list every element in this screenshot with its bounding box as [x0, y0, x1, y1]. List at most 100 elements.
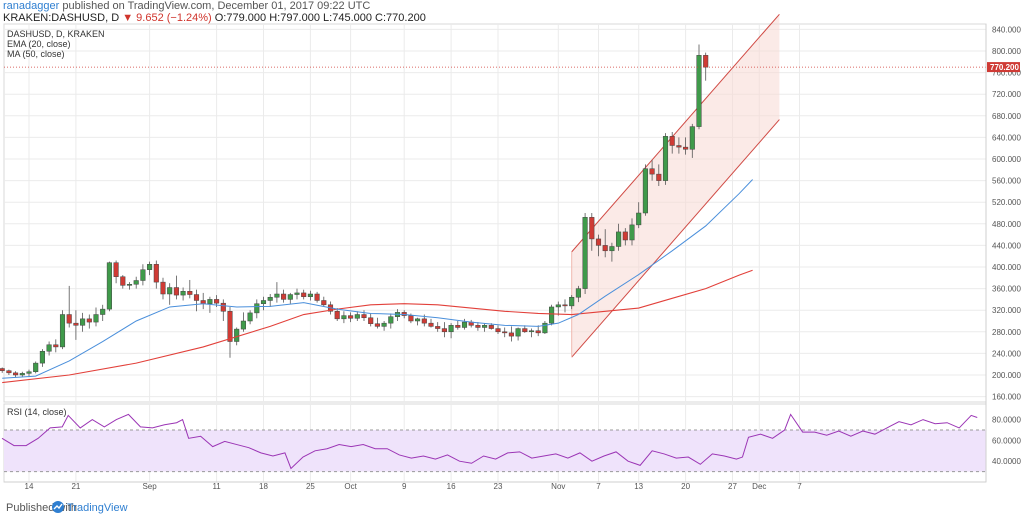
candle-body: [461, 321, 468, 328]
y-tick-label: 600.000: [992, 155, 1021, 164]
candle-body: [575, 288, 581, 298]
candle-body: [220, 302, 226, 312]
close-label: C:: [375, 12, 387, 24]
ma-50-line: [2, 269, 753, 384]
candle-body: [133, 280, 139, 285]
candle-body: [167, 287, 173, 295]
main-legend-ema: EMA (20, close): [7, 39, 71, 49]
candle-body: [187, 291, 193, 295]
candle-body: [428, 322, 434, 327]
y-tick-label: 560.000: [992, 177, 1021, 186]
price-change: 9.652 (−1.24%): [136, 12, 212, 24]
x-tick-label: 27: [728, 482, 737, 491]
candle-body: [0, 368, 5, 371]
candle-body: [662, 136, 669, 181]
candle-body: [361, 314, 367, 319]
candle-body: [46, 344, 52, 352]
candle-body: [173, 287, 179, 296]
open-value: 779.000: [226, 12, 267, 24]
candle-body: [294, 292, 300, 295]
symbol-label: KRAKEN:DASHUSD, D: [3, 12, 120, 24]
candle-body: [240, 320, 246, 330]
candle-body: [562, 304, 568, 307]
channel-lower-line: [571, 119, 780, 358]
candle-body: [106, 262, 112, 310]
rsi-y-tick-label: 60.0000: [992, 436, 1021, 445]
candle-body: [39, 350, 45, 364]
high-label: H:: [269, 12, 281, 24]
publish-info: ranadagger published on TradingView.com,…: [3, 0, 370, 12]
candle-body: [307, 293, 313, 297]
x-tick-label: Oct: [344, 482, 357, 491]
candle-body: [421, 318, 427, 324]
candle-body: [140, 269, 146, 281]
candle-body: [542, 322, 548, 334]
candle-body: [301, 292, 307, 297]
candle-body: [669, 136, 675, 146]
candle-body: [649, 168, 655, 175]
x-tick-label: 14: [25, 482, 34, 491]
candle-body: [260, 300, 267, 304]
candle-body: [435, 326, 441, 329]
legends: DASHUSD, D, KRAKEN EMA (20, close) MA (5…: [7, 29, 105, 417]
candle-body: [488, 325, 494, 329]
candle-body: [207, 299, 213, 304]
candle-body: [120, 276, 126, 286]
candle-body: [589, 217, 595, 240]
close-value: 770.200: [386, 12, 426, 24]
candle-body: [153, 264, 159, 283]
candle-body: [287, 294, 293, 300]
candle-body: [595, 238, 602, 246]
candle-body: [214, 299, 220, 304]
author-link[interactable]: ranadagger: [3, 0, 60, 12]
y-tick-label: 520.000: [992, 198, 1021, 207]
high-value: 797.000: [280, 12, 320, 24]
candle-body: [341, 315, 347, 320]
x-tick-label: 13: [634, 482, 643, 491]
rsi-line: [1, 413, 978, 470]
candle-body: [80, 318, 86, 326]
y-tick-label: 840.000: [992, 25, 1021, 34]
candle-body: [234, 328, 240, 342]
ohlc-readout: KRAKEN:DASHUSD, D ▼ 9.652 (−1.24%) O:779…: [3, 12, 426, 24]
candle-body: [113, 262, 119, 277]
candle-body: [267, 296, 273, 301]
tradingview-logo-icon: [52, 501, 64, 513]
y-tick-label: 760.000: [992, 69, 1021, 78]
open-label: O:: [214, 12, 227, 24]
x-tick-label: 9: [402, 482, 407, 491]
y-tick-label: 200.000: [992, 371, 1021, 380]
price-chart[interactable]: 160.000 200.000 240.000 280.000 320.000 360.0…: [0, 0, 1024, 498]
candle-body: [448, 325, 454, 333]
candle-body: [415, 318, 421, 322]
y-tick-label: 280.000: [992, 328, 1021, 337]
moving-averages: [2, 66, 986, 384]
candle-body: [274, 293, 280, 298]
x-tick-label: Sep: [142, 482, 157, 491]
published-text: published on TradingView.com, December 0…: [62, 0, 371, 12]
y-tick-label: 480.000: [992, 220, 1021, 229]
candle-body: [86, 318, 92, 323]
y-tick-label: 240.000: [992, 349, 1021, 358]
candle-body: [348, 315, 354, 319]
y-tick-label: 440.000: [992, 241, 1021, 250]
candle-body: [636, 212, 642, 226]
tradingview-brand-link[interactable]: TradingView: [67, 502, 128, 514]
last-price-label: 770.200: [990, 63, 1019, 72]
candle-body: [33, 362, 39, 373]
candle-body: [582, 217, 588, 289]
candle-body: [388, 316, 394, 324]
candle-body: [26, 371, 32, 374]
candle-body: [126, 284, 133, 286]
channel-upper-line: [571, 13, 780, 253]
candle-body: [528, 330, 535, 333]
low-value: 745.000: [332, 12, 372, 24]
candle-body: [100, 308, 106, 315]
y-tick-label: 400.000: [992, 263, 1021, 272]
candle-body: [53, 344, 59, 348]
candle-body: [676, 145, 682, 148]
main-pane-frame: [3, 23, 987, 403]
candle-body: [193, 294, 200, 301]
channel-fill: [571, 14, 780, 358]
price-channel: [571, 13, 780, 358]
